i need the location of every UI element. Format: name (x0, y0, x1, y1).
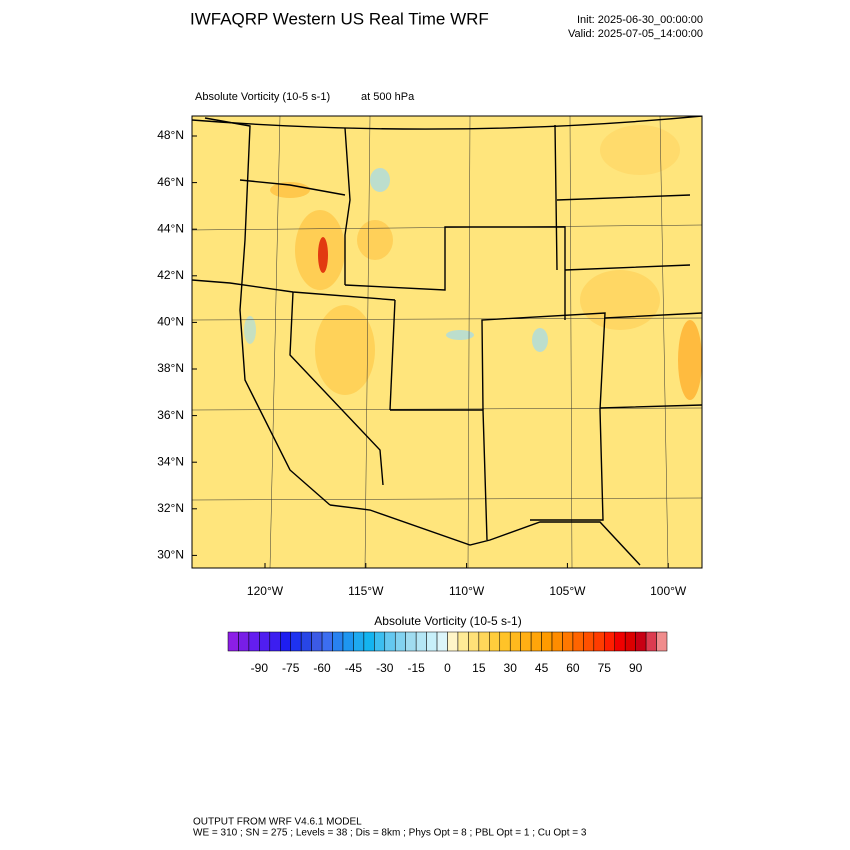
colorbar-swatch (551, 631, 563, 652)
colorbar-swatch (489, 631, 501, 652)
colorbar-swatch (259, 631, 271, 652)
colorbar-swatch (280, 631, 291, 652)
colorbar-swatch (530, 631, 542, 652)
colorbar-swatch (645, 631, 657, 652)
lat-label: 30°N (157, 548, 184, 562)
lat-label: 34°N (157, 454, 184, 468)
colorbar-swatch (593, 631, 605, 652)
colorbar-swatch (311, 631, 323, 652)
lon-label: 120°W (247, 584, 284, 598)
colorbar-swatch (415, 631, 427, 652)
colorbar-swatch (447, 631, 459, 652)
colorbar-tick-label: 60 (566, 661, 580, 675)
colorbar-swatch (332, 631, 344, 652)
colorbar-tick-label: 0 (444, 661, 451, 675)
colorbar-tick-label: 90 (629, 661, 643, 675)
colorbar-swatch (468, 631, 480, 652)
colorbar-tick-label: 15 (472, 661, 486, 675)
colorbar-swatch (374, 631, 386, 652)
lat-label: 42°N (157, 268, 184, 282)
colorbar-swatch (342, 631, 354, 652)
colorbar-swatch (457, 631, 469, 652)
valid-time: Valid: 2025-07-05_14:00:00 (568, 28, 703, 40)
colorbar-swatch (499, 631, 511, 652)
lat-label: 36°N (157, 408, 184, 422)
colorbar-swatch (635, 631, 647, 652)
lat-label: 38°N (157, 361, 184, 375)
lon-label: 110°W (449, 584, 485, 598)
lat-label: 46°N (157, 175, 184, 189)
colorbar-swatch (478, 631, 490, 652)
lon-label: 115°W (348, 584, 384, 598)
colorbar-swatch (384, 631, 396, 652)
map (192, 116, 702, 568)
colorbar-swatch (238, 631, 250, 652)
title: IWFAQRP Western US Real Time WRF (190, 9, 489, 28)
colorbar-swatch (436, 631, 448, 652)
colorbar-swatch (300, 631, 312, 652)
colorbar-swatch (656, 631, 668, 652)
colorbar-swatch (614, 631, 626, 652)
colorbar-tick-label: -60 (313, 661, 331, 675)
colorbar-swatch (562, 631, 574, 652)
colorbar-swatch (269, 631, 281, 652)
colorbar-title: Absolute Vorticity (10-5 s-1) (374, 614, 521, 628)
colorbar-tick-label: -90 (251, 661, 269, 675)
colorbar-swatch (541, 631, 553, 652)
lat-label: 40°N (157, 315, 184, 329)
colorbar-tick-label: -30 (376, 661, 394, 675)
lon-label: 105°W (549, 584, 586, 598)
colorbar-swatch (353, 631, 365, 652)
colorbar-tick-label: 75 (598, 661, 612, 675)
lat-label: 48°N (157, 128, 184, 142)
colorbar-swatch (509, 631, 521, 652)
init-time: Init: 2025-06-30_00:00:00 (577, 14, 703, 26)
colorbar-swatch (321, 631, 333, 652)
field-label: Absolute Vorticity (10-5 s-1) (195, 91, 330, 103)
colorbar-swatch (426, 631, 438, 652)
colorbar-tick-label: 30 (504, 661, 518, 675)
colorbar: -90 -75 -60 -45 -30 -15 0 15 30 45 60 75 90 (227, 631, 668, 675)
level-label: at 500 hPa (361, 91, 415, 103)
colorbar-tick-label: -75 (282, 661, 300, 675)
colorbar-swatch (363, 631, 375, 652)
colorbar-swatch (405, 631, 417, 652)
colorbar-swatch (394, 631, 406, 652)
footer-line: OUTPUT FROM WRF V4.6.1 MODEL (193, 817, 362, 828)
colorbar-swatch (572, 631, 584, 652)
colorbar-swatch (604, 631, 615, 652)
lat-label: 32°N (157, 501, 184, 515)
colorbar-tick-label: 45 (535, 661, 549, 675)
lat-label: 44°N (157, 221, 184, 235)
colorbar-swatch (227, 631, 239, 652)
colorbar-swatch (248, 631, 260, 652)
lon-label: 100°W (650, 584, 687, 598)
map-frame (191, 115, 703, 569)
colorbar-tick-label: -45 (345, 661, 363, 675)
footer-line: WE = 310 ; SN = 275 ; Levels = 38 ; Dis … (193, 828, 587, 839)
colorbar-tick-label: -15 (407, 661, 425, 675)
colorbar-swatch (624, 631, 636, 652)
colorbar-swatch (583, 631, 595, 652)
colorbar-swatch (520, 631, 532, 652)
colorbar-swatch (290, 631, 302, 652)
